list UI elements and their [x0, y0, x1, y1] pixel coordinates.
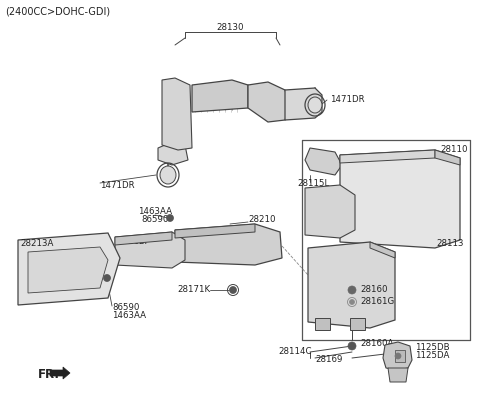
Polygon shape	[315, 318, 330, 330]
Polygon shape	[305, 148, 342, 175]
Polygon shape	[158, 142, 188, 165]
Polygon shape	[175, 224, 255, 238]
Polygon shape	[308, 242, 395, 328]
Text: (2400CC>DOHC-GDI): (2400CC>DOHC-GDI)	[5, 7, 110, 17]
Polygon shape	[18, 233, 120, 305]
Polygon shape	[162, 78, 192, 150]
Text: 28113: 28113	[436, 239, 464, 247]
Text: 86590: 86590	[112, 304, 139, 312]
Text: 28160A: 28160A	[360, 340, 394, 348]
Circle shape	[395, 353, 401, 359]
Text: 28161G: 28161G	[360, 298, 394, 306]
Text: 28210: 28210	[248, 215, 276, 225]
Circle shape	[104, 275, 110, 282]
Text: 1125DA: 1125DA	[415, 352, 449, 361]
Text: 28130: 28130	[216, 24, 244, 32]
Text: 28212F: 28212F	[117, 237, 149, 247]
Polygon shape	[340, 150, 460, 248]
Polygon shape	[370, 242, 395, 258]
Polygon shape	[388, 368, 408, 382]
Polygon shape	[50, 367, 70, 379]
Polygon shape	[28, 247, 108, 293]
Polygon shape	[340, 150, 435, 163]
Text: 28171K: 28171K	[177, 286, 210, 294]
Polygon shape	[192, 80, 248, 112]
Polygon shape	[115, 232, 185, 268]
Text: 1471DR: 1471DR	[100, 180, 134, 190]
Circle shape	[229, 286, 237, 294]
Polygon shape	[248, 82, 290, 122]
Text: 28213A: 28213A	[20, 239, 53, 247]
Text: 1463AA: 1463AA	[138, 207, 172, 217]
Polygon shape	[115, 232, 172, 245]
Polygon shape	[435, 150, 460, 165]
Text: 28115L: 28115L	[297, 178, 329, 188]
Text: 1471DR: 1471DR	[330, 95, 365, 105]
Text: 1463AA: 1463AA	[112, 312, 146, 320]
Polygon shape	[350, 318, 365, 330]
Text: 28110: 28110	[441, 144, 468, 154]
Ellipse shape	[308, 97, 322, 113]
Polygon shape	[175, 224, 282, 265]
Text: 28114C: 28114C	[278, 348, 312, 356]
Text: 86590: 86590	[141, 215, 168, 225]
Text: 1125DB: 1125DB	[415, 344, 450, 352]
Circle shape	[167, 215, 173, 221]
Circle shape	[349, 300, 355, 304]
Polygon shape	[305, 185, 355, 238]
Circle shape	[348, 342, 356, 350]
Polygon shape	[395, 350, 405, 362]
Text: 28160: 28160	[360, 286, 387, 294]
Text: 28169: 28169	[315, 356, 342, 365]
Circle shape	[348, 286, 356, 294]
Ellipse shape	[160, 166, 176, 184]
Polygon shape	[285, 88, 322, 120]
Text: FR.: FR.	[38, 369, 60, 381]
Polygon shape	[383, 342, 412, 370]
